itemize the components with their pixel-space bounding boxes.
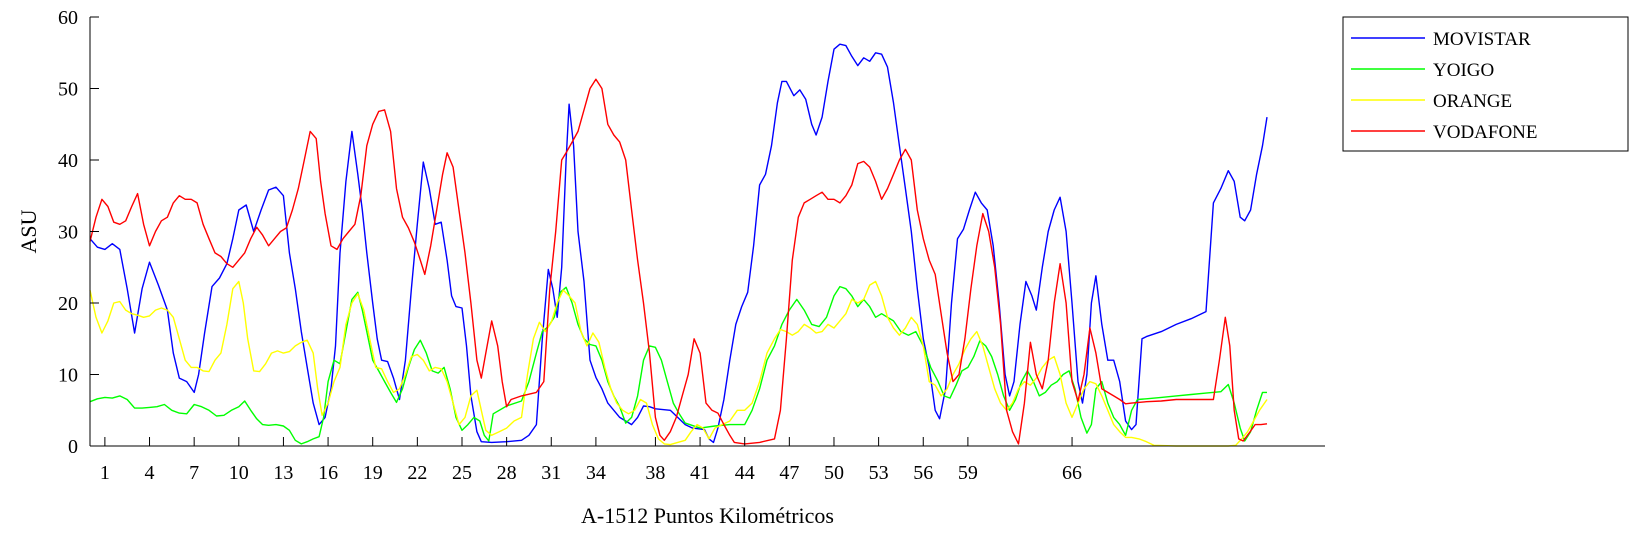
legend-label-movistar: MOVISTAR [1433, 29, 1531, 50]
legend: MOVISTAR YOIGO ORANGE VODAFONE [1342, 16, 1629, 152]
legend-label-yoigo: YOIGO [1433, 60, 1494, 81]
legend-label-vodafone: VODAFONE [1433, 122, 1538, 143]
y-tick-label: 50 [58, 79, 78, 101]
x-tick-label: 13 [273, 462, 293, 484]
y-tick-label: 0 [68, 436, 78, 458]
x-tick-label: 1 [100, 462, 110, 484]
x-tick-label: 53 [869, 462, 889, 484]
x-tick-label: 7 [189, 462, 199, 484]
y-tick-label: 40 [58, 150, 78, 172]
x-tick-label: 31 [541, 462, 561, 484]
x-tick-label: 59 [958, 462, 978, 484]
y-tick-label: 20 [58, 293, 78, 315]
series-line-yoigo [89, 285, 1267, 445]
x-tick-label: 19 [363, 462, 383, 484]
axes [89, 17, 1325, 447]
legend-box [1342, 16, 1629, 152]
y-tick-label: 30 [58, 222, 78, 244]
x-tick-label: 4 [145, 462, 155, 484]
plot-lines [89, 43, 1268, 447]
y-tick-label: 60 [58, 7, 78, 29]
x-tick-label: 47 [779, 462, 799, 484]
x-axis-title: A-1512 Puntos Kilométricos [581, 503, 834, 528]
x-tick-label: 10 [229, 462, 249, 484]
x-tick-label: 28 [497, 462, 517, 484]
x-tick-label: 38 [645, 462, 665, 484]
x-tick-label: 50 [824, 462, 844, 484]
y-axis-title: ASU [16, 209, 41, 253]
x-tick-label: 34 [586, 462, 606, 484]
x-tick-label: 66 [1062, 462, 1082, 484]
y-tick-label: 10 [58, 365, 78, 387]
x-tick-label: 44 [735, 462, 755, 484]
legend-label-orange: ORANGE [1433, 91, 1512, 112]
x-axis-ticks: 1 4 7 10 13 16 19 22 25 28 31 34 38 41 44 47 50 53 56 59 66 [100, 437, 1082, 484]
x-tick-label: 41 [690, 462, 710, 484]
x-tick-label: 16 [318, 462, 338, 484]
x-tick-label: 22 [407, 462, 427, 484]
y-axis-ticks: 0 10 20 30 40 50 60 [58, 7, 99, 458]
x-tick-label: 25 [452, 462, 472, 484]
series-line-movistar [89, 43, 1268, 444]
series-line-orange [89, 280, 1268, 447]
series-line-vodafone [89, 78, 1268, 445]
x-tick-label: 56 [913, 462, 933, 484]
